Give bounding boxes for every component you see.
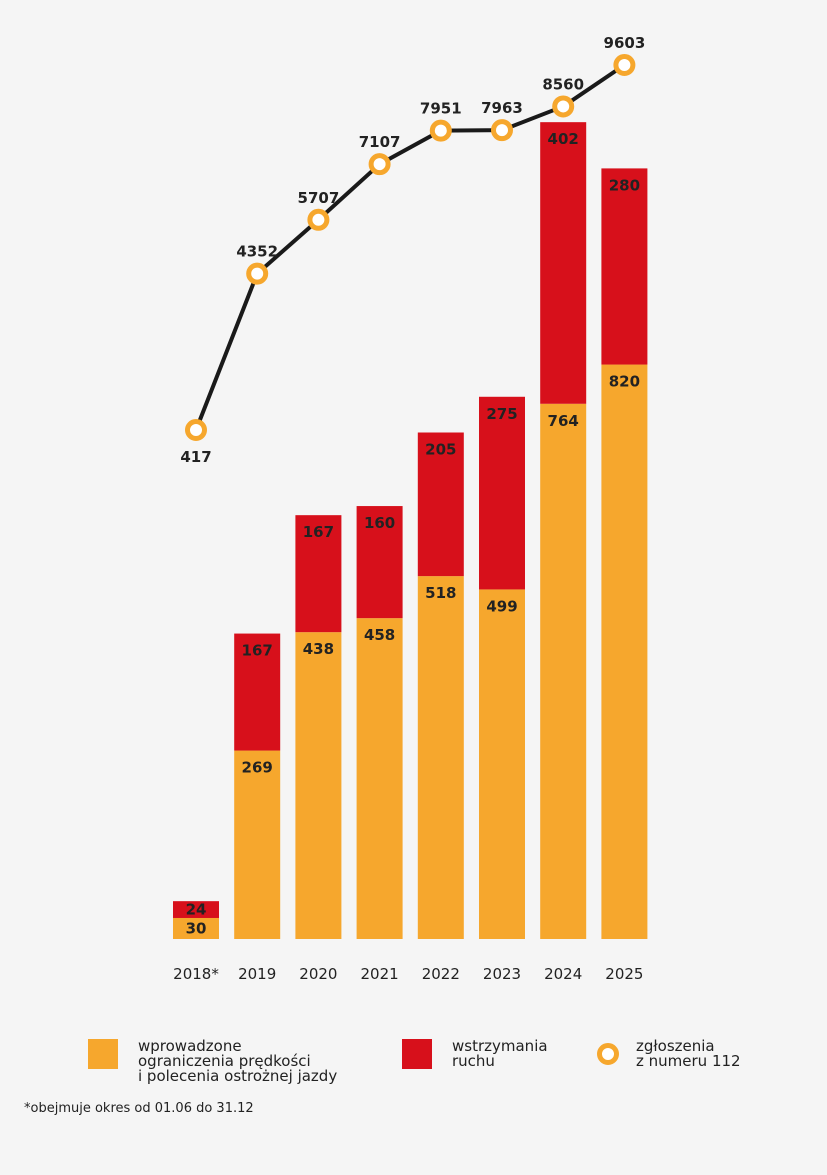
point-label-2023: 7963 <box>481 99 523 117</box>
bar-2023-wstrzymania <box>479 396 525 590</box>
x-tick-2023: 2023 <box>483 965 521 983</box>
x-tick-2019: 2019 <box>238 965 276 983</box>
bar-2018*-wstrzymania <box>173 901 219 918</box>
label-2019-ograniczenia: 269 <box>242 759 273 777</box>
bar-2021-wstrzymania <box>356 506 403 619</box>
legend-label-0-0: wprowadzone <box>138 1037 242 1055</box>
point-2025 <box>613 54 636 76</box>
line-layer: 417 4352 5707 7107 7951 7963 8560 9603 <box>180 34 645 466</box>
point-2019 <box>246 262 269 285</box>
label-2020-ograniczenia: 438 <box>303 640 334 658</box>
legend-label-0-2: i polecenia ostrożnej jazdy <box>138 1067 337 1085</box>
label-2021-ograniczenia: 458 <box>364 626 395 644</box>
point-label-2022: 7951 <box>420 100 462 118</box>
point-2018* <box>185 419 207 441</box>
legend-marker-1 <box>402 1039 432 1069</box>
label-2022-wstrzymania: 205 <box>425 441 456 459</box>
label-2019-wstrzymania: 167 <box>242 642 273 660</box>
x-tick-2018*: 2018* <box>173 965 219 983</box>
label-2024-ograniczenia: 764 <box>548 412 579 430</box>
x-tick-2022: 2022 <box>422 965 460 983</box>
bar-2022-wstrzymania <box>417 432 464 577</box>
x-tick-2021: 2021 <box>361 965 399 983</box>
label-2022-ograniczenia: 518 <box>425 584 456 602</box>
x-tick-2025: 2025 <box>605 965 643 983</box>
label-2020-wstrzymania: 167 <box>303 523 334 541</box>
label-2023-wstrzymania: 275 <box>486 405 517 423</box>
bar-2021-ograniczenia <box>356 618 403 939</box>
x-axis-ticks: 2018* 2019 2020 2021 2022 2023 2024 2025 <box>173 965 643 983</box>
legend-label-2-0: zgłoszenia <box>636 1037 715 1055</box>
legend-label-2-1: z numeru 112 <box>636 1052 741 1070</box>
bar-2019-ograniczenia <box>234 750 281 939</box>
label-2023-ograniczenia: 499 <box>486 597 517 615</box>
point-label-2024: 8560 <box>542 75 584 93</box>
point-label-2020: 5707 <box>298 189 340 207</box>
bar-2022-ograniczenia <box>417 576 464 939</box>
point-2023 <box>491 119 513 142</box>
label-2021-wstrzymania: 160 <box>364 514 395 532</box>
x-tick-2024: 2024 <box>544 965 582 983</box>
point-label-2021: 7107 <box>359 133 401 151</box>
footnote: *obejmuje okres od 01.06 do 31.12 <box>24 1101 254 1116</box>
point-2022 <box>429 119 452 142</box>
bar-2024-ograniczenia <box>540 403 587 939</box>
bar-2024-wstrzymania <box>540 122 587 404</box>
label-2025-ograniczenia: 820 <box>609 373 640 391</box>
x-tick-2020: 2020 <box>299 965 337 983</box>
bar-2020-ograniczenia <box>295 632 342 939</box>
legend-marker-0 <box>88 1039 118 1069</box>
point-2020 <box>307 208 330 231</box>
bar-2023-ograniczenia <box>479 589 525 939</box>
point-2021 <box>368 153 391 176</box>
point-label-2025: 9603 <box>604 34 646 52</box>
legend-label-1-1: ruchu <box>452 1052 495 1070</box>
bar-2019-wstrzymania <box>234 633 281 751</box>
legend-marker-zgloszenia <box>597 1043 619 1065</box>
bar-2025-wstrzymania <box>601 168 648 365</box>
point-label-2019: 4352 <box>236 243 278 261</box>
bar-2025-ograniczenia <box>601 364 648 939</box>
point-label-2018*: 417 <box>180 448 211 466</box>
bar-2018*-ograniczenia <box>173 917 219 939</box>
legend-label-0-1: ograniczenia prędkości <box>138 1052 311 1070</box>
label-2025-wstrzymania: 280 <box>609 176 640 194</box>
bar-2020-wstrzymania <box>295 515 342 633</box>
label-2018*-wstrzymania: 24 <box>186 901 207 919</box>
label-2018*-ograniczenia: 30 <box>186 919 207 937</box>
label-2024-wstrzymania: 402 <box>548 130 579 148</box>
point-2024 <box>552 95 575 118</box>
legend-label-1-0: wstrzymania <box>452 1037 548 1055</box>
